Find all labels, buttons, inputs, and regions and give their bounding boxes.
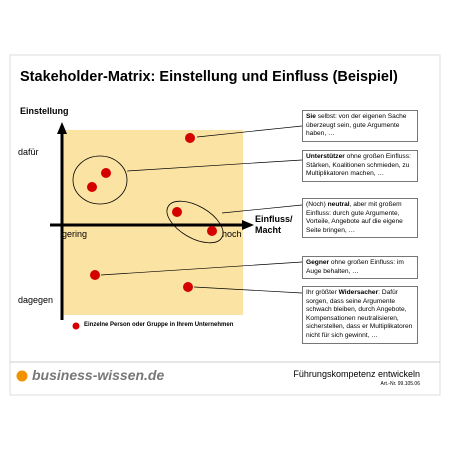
stakeholder-point: [87, 182, 97, 192]
y-bottom-label: dagegen: [18, 295, 54, 305]
note-text: Gegner: [306, 259, 330, 266]
y-arrow: [57, 122, 67, 134]
logo-text: business-wissen.de: [32, 367, 165, 383]
note-text: ohne großen Einfluss: Stärken, Koalition…: [306, 153, 411, 178]
legend-label: Einzelne Person oder Gruppe in Ihrem Unt…: [84, 322, 234, 328]
note-text: Widersacher: [338, 289, 379, 296]
title: Stakeholder-Matrix: Einstellung und Einf…: [20, 69, 398, 85]
logo-dot: [16, 370, 28, 382]
note-text: neutral: [327, 201, 350, 208]
stakeholder-point: [207, 226, 217, 236]
article-number: Art.-Nr. 99.105.06: [380, 381, 420, 387]
x-arrow: [242, 220, 254, 230]
group-ellipse: [72, 155, 128, 205]
x-right-label: hoch: [222, 229, 242, 239]
stakeholder-point: [185, 133, 195, 143]
stakeholder-point: [183, 282, 193, 292]
connector: [100, 261, 303, 276]
stakeholder-point: [172, 207, 182, 217]
note: (Noch) neutral, aber mit großem Einfluss…: [302, 198, 418, 239]
stakeholder-point: [101, 168, 111, 178]
note: Ihr größter Widersacher: Dafür sorgen, d…: [302, 286, 418, 344]
connector: [126, 159, 303, 172]
connector: [196, 125, 303, 138]
x-left-label: gering: [62, 229, 88, 239]
tagline: Führungskompetenz entwickeln: [293, 369, 420, 379]
note-text: (Noch): [306, 201, 328, 208]
points: [72, 133, 217, 330]
x-axis-label: Einfluss/ Macht: [255, 214, 293, 235]
connectors: [100, 125, 303, 294]
y-top-label: dafür: [18, 147, 39, 157]
group-ellipse: [166, 200, 224, 244]
note-text: : Dafür sorgen, dass seine Argumente sch…: [306, 289, 413, 339]
connector: [193, 286, 303, 294]
note-text: Sie: [306, 113, 316, 120]
note-text: , aber mit großem Einfluss: durch gute A…: [306, 201, 403, 234]
note-text: Ihr größter: [306, 289, 339, 296]
connector: [221, 204, 303, 214]
note-text: selbst: von der eigenen Sache überzeugt …: [306, 113, 407, 138]
note: Unterstützer ohne großen Einfluss: Stärk…: [302, 150, 418, 182]
stakeholder-point: [90, 270, 100, 280]
matrix-area: [62, 130, 243, 315]
note: Sie selbst: von der eigenen Sache überze…: [302, 110, 418, 142]
note: Gegner ohne großen Einfluss: im Auge beh…: [302, 256, 418, 280]
legend-dot: [72, 322, 80, 330]
y-axis-label: Einstellung: [20, 106, 69, 116]
note-text: Unterstützer: [306, 153, 345, 160]
note-text: ohne großen Einfluss: im Auge behalten, …: [306, 259, 404, 275]
